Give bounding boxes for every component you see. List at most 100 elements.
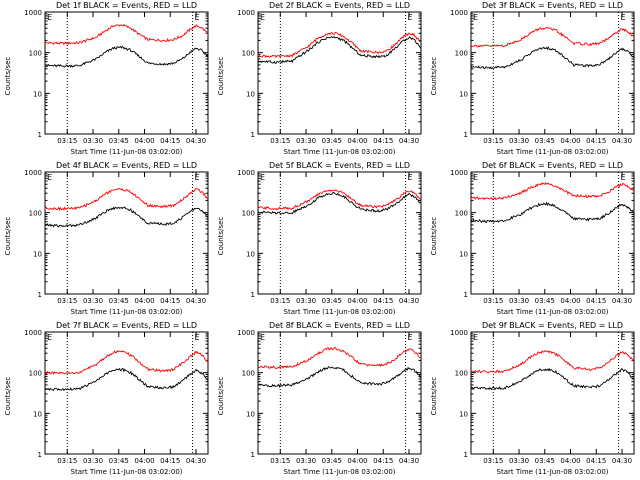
x-axis-label: Start Time (11-Jun-08 03:02:00) <box>283 308 396 316</box>
plot-area: 1 10 100 1000 03:15 03:30 03:45 04:00 04:15 04:30… <box>24 169 209 305</box>
plot-frame <box>257 331 422 455</box>
chart-panel-det-8f: Det 8f BLACK = Events, RED = LLD Counts/… <box>213 320 426 480</box>
chart-title: Det 4f BLACK = Events, RED = LLD <box>55 161 198 170</box>
x-tick-label: 03:15 <box>483 137 503 145</box>
chart-panel-det-6f: Det 6f BLACK = Events, RED = LLD Counts/… <box>426 160 639 320</box>
y-tick-label: 10 <box>33 250 42 258</box>
plot-frame <box>257 171 422 295</box>
x-tick-label: 04:30 <box>399 137 419 145</box>
plot-area: 1 10 100 1000 03:15 03:30 03:45 04:00 04:15 04:30… <box>450 169 635 305</box>
x-tick-label: 04:00 <box>134 297 154 305</box>
event-marker-label: E <box>260 13 265 22</box>
chart-title: Det 3f BLACK = Events, RED = LLD <box>481 1 624 10</box>
y-tick-label: 100 <box>455 50 468 58</box>
x-tick-label: 03:15 <box>57 137 77 145</box>
chart-panel-det-7f: Det 7f BLACK = Events, RED = LLD Counts/… <box>0 320 213 480</box>
chart-title: Det 8f BLACK = Events, RED = LLD <box>268 321 411 330</box>
chart-title: Det 9f BLACK = Events, RED = LLD <box>481 321 624 330</box>
plot-frame <box>44 331 209 455</box>
x-tick-label: 03:30 <box>296 137 316 145</box>
y-tick-label: 1 <box>464 131 468 139</box>
x-tick-label: 04:30 <box>399 297 419 305</box>
x-tick-label: 03:45 <box>535 297 555 305</box>
y-tick-label: 100 <box>29 50 42 58</box>
x-tick-label: 04:00 <box>347 457 367 465</box>
x-axis-label: Start Time (11-Jun-08 03:02:00) <box>70 308 183 316</box>
event-marker-label: E <box>260 333 265 342</box>
y-tick-label: 10 <box>246 410 255 418</box>
x-tick-label: 03:15 <box>57 297 77 305</box>
series-line-lld <box>44 187 209 211</box>
event-marker-label: E <box>195 333 200 342</box>
x-tick-label: 03:15 <box>57 457 77 465</box>
chart-panel-det-9f: Det 9f BLACK = Events, RED = LLD Counts/… <box>426 320 639 480</box>
y-tick-label: 1000 <box>24 169 42 177</box>
y-tick-label: 1000 <box>450 9 468 17</box>
x-tick-label: 04:15 <box>160 297 180 305</box>
y-tick-label: 1 <box>38 291 42 299</box>
y-tick-label: 1 <box>464 451 468 459</box>
x-tick-label: 03:45 <box>535 457 555 465</box>
event-marker-label: E <box>473 333 478 342</box>
x-tick-label: 03:30 <box>83 137 103 145</box>
chart-panel-det-5f: Det 5f BLACK = Events, RED = LLD Counts/… <box>213 160 426 320</box>
plot-area: 1 10 100 1000 03:15 03:30 03:45 04:00 04:15 04:30… <box>237 169 422 305</box>
x-tick-label: 04:15 <box>373 297 393 305</box>
chart-panel-det-4f: Det 4f BLACK = Events, RED = LLD Counts/… <box>0 160 213 320</box>
series-line-events <box>470 367 635 391</box>
event-marker-label: E <box>47 13 52 22</box>
y-tick-label: 1000 <box>450 329 468 337</box>
series-line-events <box>257 35 422 64</box>
y-tick-label: 1 <box>251 291 255 299</box>
y-tick-label: 1000 <box>237 9 255 17</box>
plot-frame <box>470 11 635 135</box>
event-marker-label: E <box>408 333 413 342</box>
chart-panel-det-2f: Det 2f BLACK = Events, RED = LLD Counts/… <box>213 0 426 160</box>
chart-title: Det 2f BLACK = Events, RED = LLD <box>268 1 411 10</box>
series-line-events <box>258 191 422 215</box>
x-tick-label: 03:30 <box>509 297 529 305</box>
x-tick-label: 04:15 <box>373 457 393 465</box>
y-tick-label: 100 <box>29 210 42 218</box>
x-tick-label: 03:15 <box>270 137 290 145</box>
x-axis-label: Start Time (11-Jun-08 03:02:00) <box>496 468 609 476</box>
chart-title: Det 7f BLACK = Events, RED = LLD <box>55 321 198 330</box>
y-tick-label: 100 <box>242 50 255 58</box>
y-tick-label: 10 <box>33 410 42 418</box>
y-tick-label: 10 <box>246 90 255 98</box>
x-tick-label: 03:45 <box>109 137 129 145</box>
x-tick-label: 03:30 <box>509 137 529 145</box>
x-tick-label: 04:00 <box>347 137 367 145</box>
x-tick-label: 03:30 <box>509 457 529 465</box>
x-tick-label: 04:30 <box>612 457 632 465</box>
y-tick-label: 10 <box>459 250 468 258</box>
x-tick-label: 04:00 <box>560 297 580 305</box>
series-line-lld <box>470 350 635 374</box>
x-tick-label: 04:30 <box>612 297 632 305</box>
plot-frame <box>470 331 635 455</box>
x-tick-label: 04:30 <box>186 297 206 305</box>
chart-panel-det-1f: Det 1f BLACK = Events, RED = LLD Counts/… <box>0 0 213 160</box>
x-tick-label: 03:15 <box>270 457 290 465</box>
x-axis-label: Start Time (11-Jun-08 03:02:00) <box>70 468 183 476</box>
x-tick-label: 04:15 <box>160 137 180 145</box>
x-tick-label: 03:30 <box>296 457 316 465</box>
series-line-lld <box>257 189 422 211</box>
plot-frame <box>44 171 209 295</box>
y-tick-label: 10 <box>33 90 42 98</box>
x-tick-label: 04:00 <box>560 137 580 145</box>
event-marker-label: E <box>47 173 52 182</box>
y-tick-label: 1 <box>464 291 468 299</box>
event-marker-label: E <box>473 13 478 22</box>
x-tick-label: 04:30 <box>186 457 206 465</box>
x-tick-label: 04:00 <box>134 137 154 145</box>
x-tick-label: 04:15 <box>586 297 606 305</box>
x-axis-label: Start Time (11-Jun-08 03:02:00) <box>496 308 609 316</box>
plot-area: 1 10 100 1000 03:15 03:30 03:45 04:00 04:15 04:30… <box>450 329 635 465</box>
y-tick-label: 1000 <box>237 169 255 177</box>
y-tick-label: 1000 <box>450 169 468 177</box>
event-marker-label: E <box>621 173 626 182</box>
series-line-lld <box>44 23 209 46</box>
y-tick-label: 10 <box>459 410 468 418</box>
